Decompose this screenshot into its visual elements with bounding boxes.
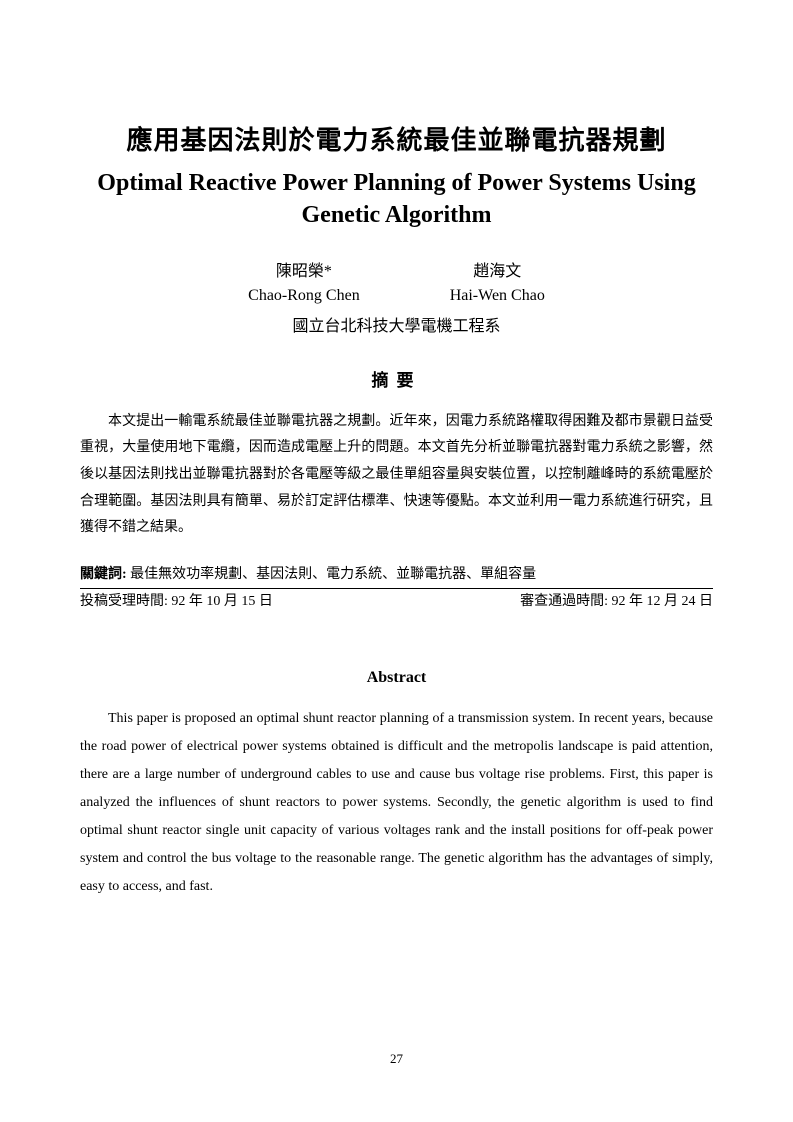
abstract-heading-en: Abstract <box>80 669 713 687</box>
author-left-en: Chao-Rong Chen <box>248 284 360 308</box>
authors-block: 陳昭榮* Chao-Rong Chen 趙海文 Hai-Wen Chao <box>80 260 713 308</box>
date-received: 投稿受理時間: 92 年 10 月 15 日 <box>80 589 273 614</box>
keywords-text: 最佳無效功率規劃、基因法則、電力系統、並聯電抗器、單組容量 <box>130 567 536 582</box>
abstract-heading-zh: 摘要 <box>80 366 713 391</box>
author-right-zh: 趙海文 <box>450 260 545 284</box>
affiliation: 國立台北科技大學電機工程系 <box>80 312 713 336</box>
title-chinese: 應用基因法則於電力系統最佳並聯電抗器規劃 <box>80 120 713 157</box>
author-left-zh: 陳昭榮* <box>248 260 360 284</box>
keywords-label: 關鍵詞: <box>80 567 127 582</box>
keywords-row: 關鍵詞: 最佳無效功率規劃、基因法則、電力系統、並聯電抗器、單組容量 <box>80 562 713 589</box>
title-english: Optimal Reactive Power Planning of Power… <box>80 167 713 232</box>
abstract-zh-body: 本文提出一輸電系統最佳並聯電抗器之規劃。近年來，因電力系統路權取得困難及都市景觀… <box>80 409 713 542</box>
date-accepted-label: 審查通過時間: <box>520 594 608 609</box>
author-right: 趙海文 Hai-Wen Chao <box>450 260 545 308</box>
date-accepted-value: 92 年 12 月 24 日 <box>612 594 714 609</box>
page-number: 27 <box>0 1051 793 1067</box>
dates-row: 投稿受理時間: 92 年 10 月 15 日 審查通過時間: 92 年 12 月… <box>80 589 713 614</box>
abstract-en-body: This paper is proposed an optimal shunt … <box>80 705 713 901</box>
author-right-en: Hai-Wen Chao <box>450 284 545 308</box>
paper-page: 應用基因法則於電力系統最佳並聯電抗器規劃 Optimal Reactive Po… <box>0 0 793 961</box>
date-received-label: 投稿受理時間: <box>80 594 168 609</box>
date-received-value: 92 年 10 月 15 日 <box>171 594 273 609</box>
author-left: 陳昭榮* Chao-Rong Chen <box>248 260 360 308</box>
date-accepted: 審查通過時間: 92 年 12 月 24 日 <box>520 589 713 614</box>
